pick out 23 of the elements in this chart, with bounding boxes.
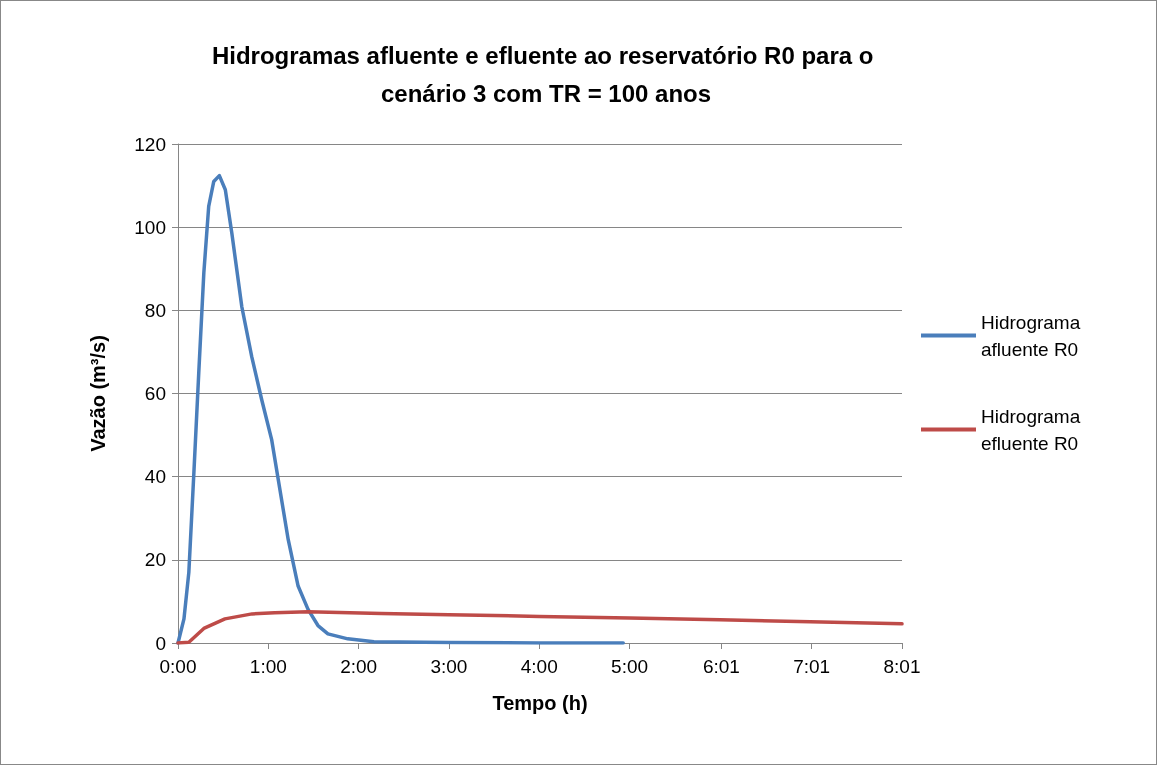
y-axis-title: Vazão (m³/s) xyxy=(87,335,109,452)
y-tick-label: 100 xyxy=(134,216,166,238)
x-tick-label: 2:00 xyxy=(340,656,378,677)
line-series xyxy=(176,610,904,645)
x-tick-label: 5:00 xyxy=(611,656,649,677)
x-tick-label: 3:00 xyxy=(430,656,468,677)
x-axis-title: Tempo (h) xyxy=(492,692,588,714)
chart-title: Hidrogramas afluente e efluente ao reservatório R0 para o cenário 3 com TR = 100 anos xyxy=(211,41,881,107)
y-tick-label: 20 xyxy=(144,549,166,571)
y-tick-label: 60 xyxy=(144,383,166,404)
x-tick-label: 1:00 xyxy=(249,656,287,677)
y-tick-label: 120 xyxy=(134,133,166,155)
y-tick-label: 0 xyxy=(155,632,166,654)
x-tick-label: 8:01 xyxy=(883,656,921,677)
y-tick-label: 80 xyxy=(144,299,166,321)
x-tick-label: 6:01 xyxy=(702,656,740,677)
x-tick-label: 0:00 xyxy=(159,656,197,677)
x-tick-label: 7:01 xyxy=(793,656,831,677)
legend-label: Hidrograma afluente R0 xyxy=(981,311,1086,360)
y-tick-label: 40 xyxy=(144,466,166,488)
legend-label: Hidrograma efluente R0 xyxy=(981,405,1086,454)
line-series xyxy=(176,173,625,645)
x-tick-label: 4:00 xyxy=(520,656,558,677)
